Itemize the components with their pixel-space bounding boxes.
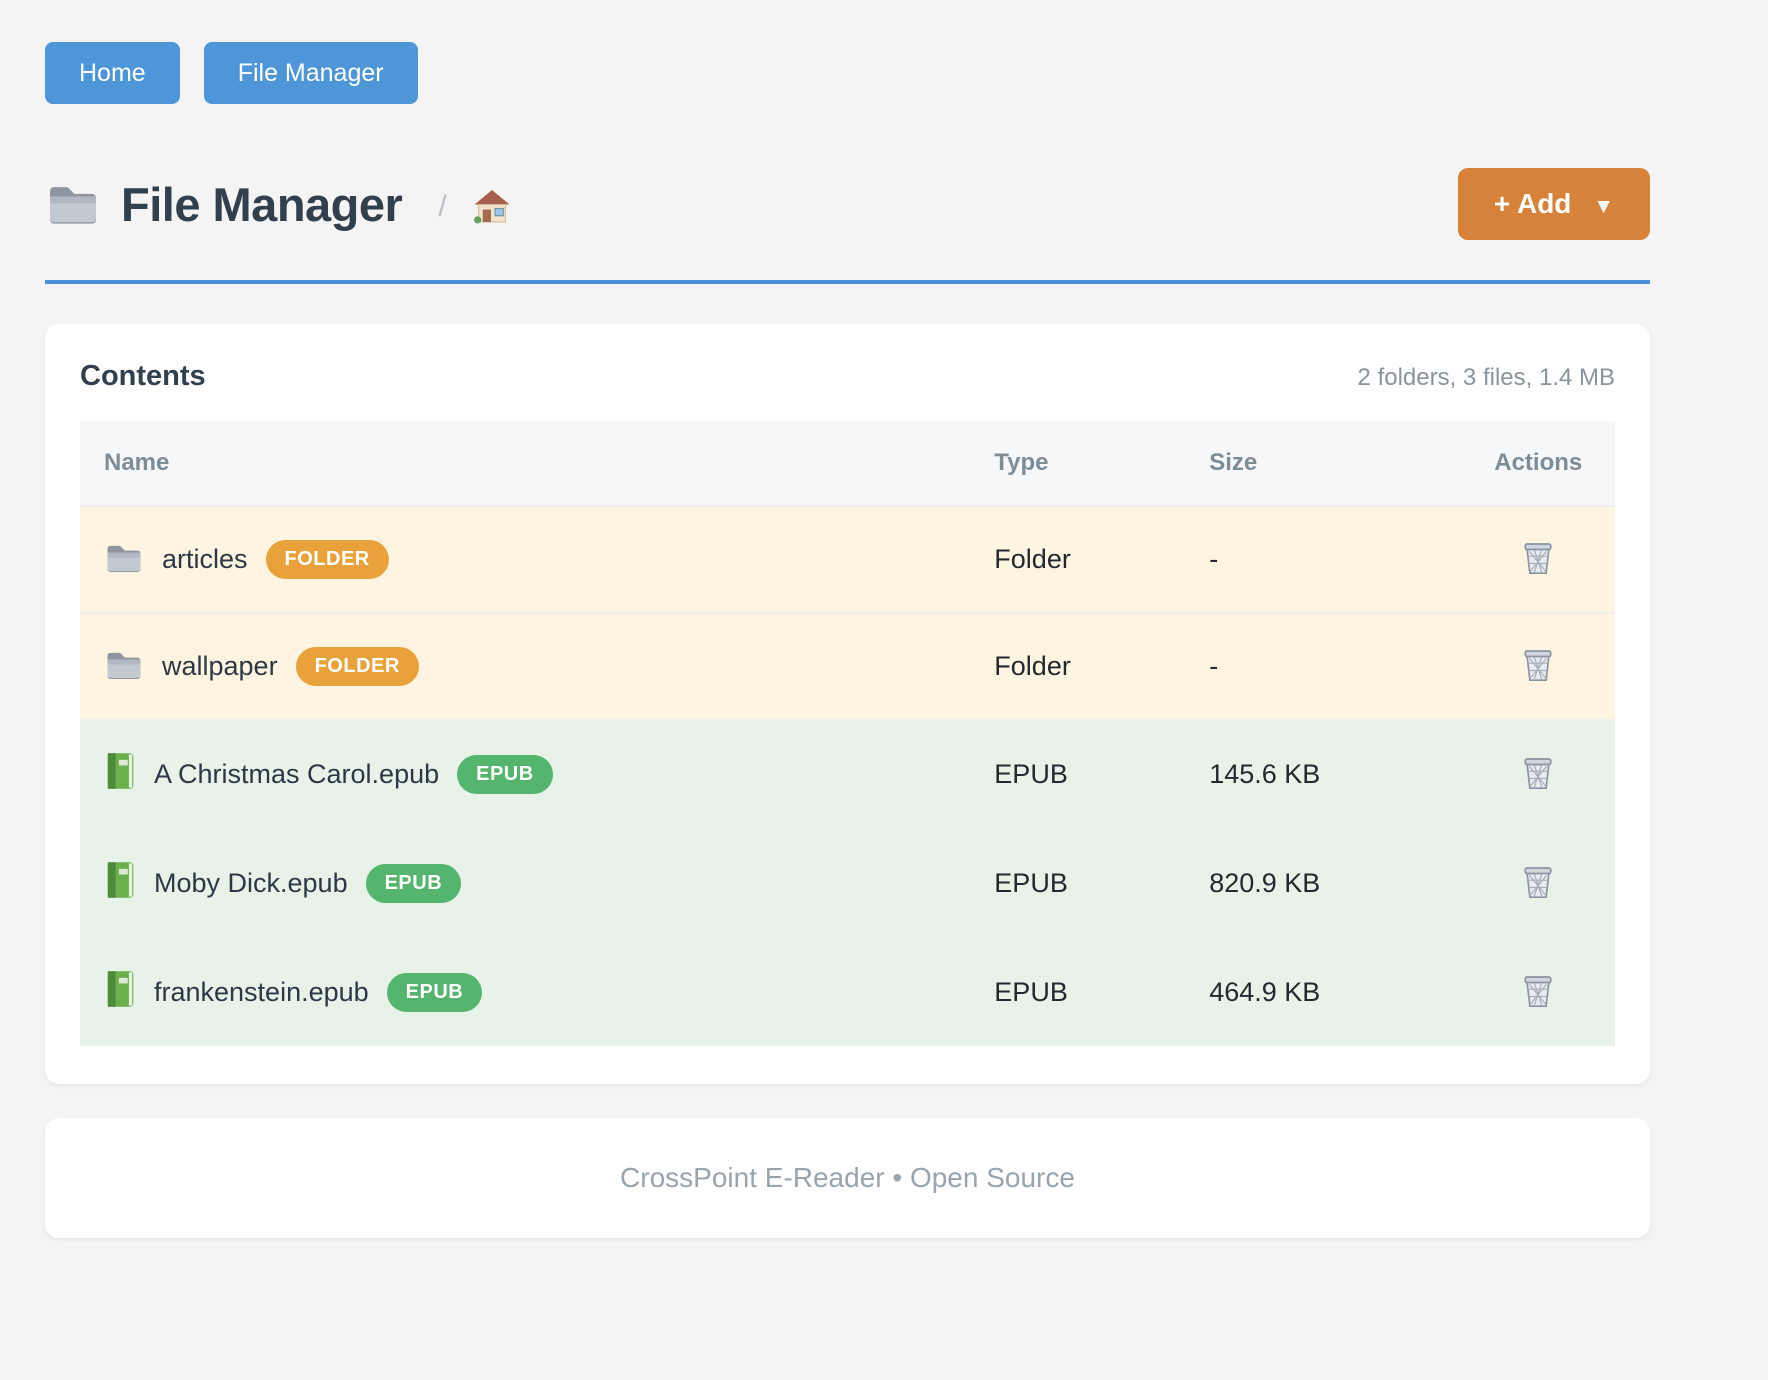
book-icon (104, 751, 136, 798)
item-name[interactable]: A Christmas Carol.epub (154, 759, 440, 789)
folder-badge: FOLDER (265, 540, 389, 579)
item-type: EPUB (970, 828, 1186, 938)
table-header-row: Name Type Size Actions (80, 421, 1615, 506)
breadcrumb-separator: / (438, 190, 447, 223)
delete-button[interactable] (1519, 861, 1557, 906)
delete-button[interactable] (1519, 537, 1557, 582)
item-name[interactable]: frankenstein.epub (154, 977, 369, 1007)
contents-card: Contents 2 folders, 3 files, 1.4 MB Name… (45, 324, 1650, 1084)
item-type: Folder (970, 612, 1186, 720)
page-title: File Manager (121, 177, 403, 231)
item-name[interactable]: Moby Dick.epub (154, 868, 348, 898)
epub-badge: EPUB (365, 864, 462, 903)
epub-badge: EPUB (457, 755, 553, 794)
table-row-articles: articles FOLDER Folder - (80, 505, 1615, 613)
book-icon (104, 860, 136, 907)
folder-badge: FOLDER (295, 647, 419, 686)
book-icon (104, 969, 136, 1016)
item-size: - (1185, 505, 1462, 613)
trash-icon (1521, 646, 1555, 687)
column-header-name: Name (80, 421, 971, 506)
column-header-type: Type (970, 421, 1186, 506)
file-table: Name Type Size Actions articles FOLDER F… (80, 421, 1615, 1046)
item-type: Folder (970, 505, 1186, 613)
table-row-frankenstein: frankenstein.epub EPUB EPUB 464.9 KB (80, 937, 1615, 1046)
delete-button[interactable] (1519, 970, 1557, 1015)
item-type: EPUB (970, 937, 1186, 1046)
item-name[interactable]: wallpaper (162, 651, 278, 681)
trash-icon (1521, 754, 1555, 795)
top-nav: Home File Manager (45, 42, 1650, 104)
folder-icon (104, 540, 144, 580)
nav-file-manager-button[interactable]: File Manager (203, 42, 418, 104)
title-divider (45, 280, 1650, 284)
trash-icon (1521, 539, 1555, 580)
nav-home-button[interactable]: Home (45, 42, 180, 104)
contents-summary: 2 folders, 3 files, 1.4 MB (1357, 364, 1615, 391)
folder-icon (104, 647, 144, 687)
item-name[interactable]: articles (162, 544, 248, 574)
trash-icon (1521, 972, 1555, 1013)
table-row-wallpaper: wallpaper FOLDER Folder - (80, 612, 1615, 720)
footer-text: CrossPoint E-Reader • Open Source (620, 1162, 1075, 1193)
home-icon[interactable] (473, 188, 511, 229)
trash-icon (1521, 863, 1555, 904)
column-header-size: Size (1185, 421, 1462, 506)
page-header: File Manager / + Add ▼ (45, 168, 1650, 240)
item-size: 464.9 KB (1185, 937, 1462, 1046)
caret-down-icon: ▼ (1593, 195, 1614, 218)
table-row-moby-dick: Moby Dick.epub EPUB EPUB 820.9 KB (80, 828, 1615, 938)
item-size: 145.6 KB (1185, 719, 1462, 829)
folder-icon (45, 179, 101, 230)
item-size: - (1185, 612, 1462, 720)
footer-card: CrossPoint E-Reader • Open Source (45, 1118, 1650, 1238)
delete-button[interactable] (1519, 752, 1557, 797)
item-size: 820.9 KB (1185, 828, 1462, 938)
page: Home File Manager File Manager / + Add ▼… (45, 0, 1650, 1238)
contents-title: Contents (80, 360, 206, 392)
item-type: EPUB (970, 719, 1186, 829)
add-button-label: + Add (1493, 188, 1572, 219)
column-header-actions: Actions (1461, 421, 1615, 506)
delete-button[interactable] (1519, 644, 1557, 689)
add-button[interactable]: + Add ▼ (1457, 168, 1650, 240)
epub-badge: EPUB (386, 973, 483, 1012)
table-row-christmas-carol: A Christmas Carol.epub EPUB EPUB 145.6 K… (80, 719, 1615, 829)
